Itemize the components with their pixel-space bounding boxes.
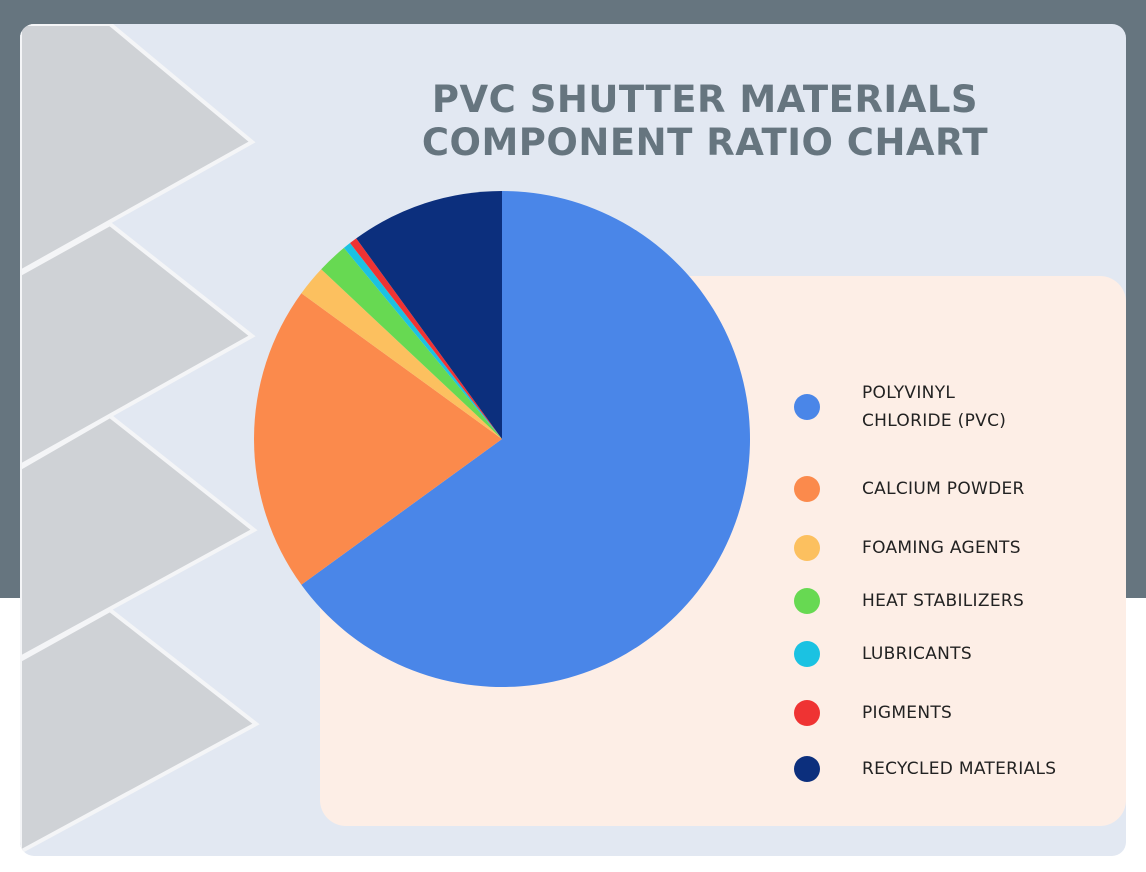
chart-title: PVC SHUTTER MATERIALS COMPONENT RATIO CH… [421,78,989,164]
pie-slice-lubricants [343,243,502,439]
chart-card: PVC SHUTTER MATERIALS COMPONENT RATIO CH… [20,24,1126,856]
pie-slice-heat-stabilizers [321,247,502,439]
pie-slice-calcium-powder [253,293,502,585]
pie-slice-polyvinyl-chloride-pvc [301,191,751,687]
pie-slice-pigments [349,238,502,439]
pie-slice-foaming-agents [301,269,502,439]
pie-chart [253,191,751,687]
shutter-slats-decoration [20,24,260,855]
pie-slice-recycled-materials [356,191,502,439]
